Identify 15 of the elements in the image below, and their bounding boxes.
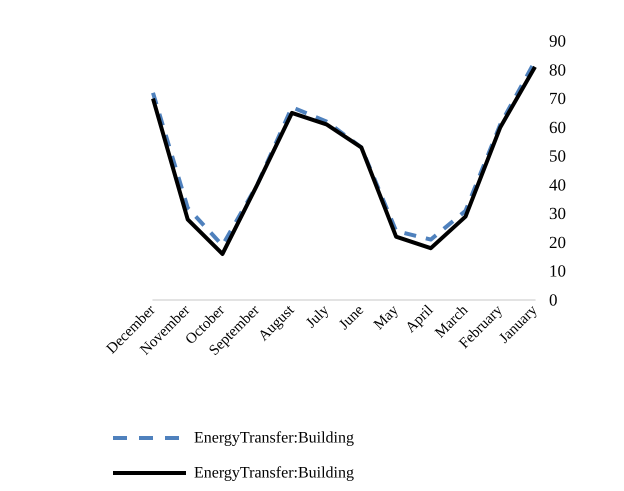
y-tick-label: 60 — [549, 118, 566, 137]
y-tick-label: 80 — [549, 60, 566, 80]
y-tick-label: 0 — [549, 290, 558, 310]
y-tick-label: 70 — [549, 89, 566, 108]
y-tick-label: 10 — [549, 262, 566, 281]
x-tick-label: May — [371, 302, 402, 334]
y-tick-label: 20 — [549, 232, 566, 252]
x-tick-label: June — [336, 302, 368, 334]
y-tick-label: 30 — [549, 204, 566, 224]
y-tick-label: 50 — [549, 146, 566, 166]
y-tick-label: 90 — [549, 32, 566, 50]
x-tick-label: July — [303, 302, 333, 332]
y-tick-label: 40 — [549, 175, 566, 194]
legend-label: EnergyTransfer:Building — [194, 430, 354, 446]
legend-label: EnergyTransfer:Building — [194, 464, 354, 482]
